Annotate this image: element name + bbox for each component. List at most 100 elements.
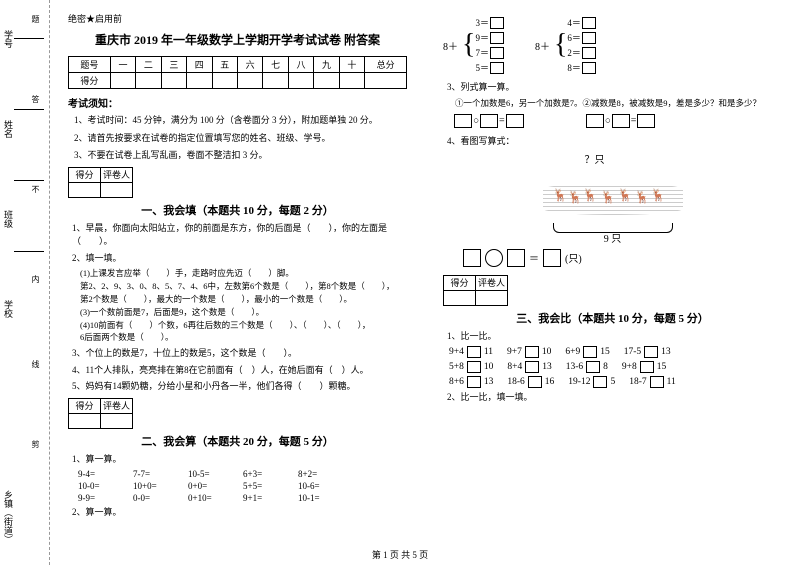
- calc: 6+3=: [243, 469, 298, 479]
- question: 3、个位上的数是7，十位上的数是5，这个数是（ ）。: [72, 347, 407, 361]
- sub-question: (4)10前面有（ ）个数，6再往后数的三个数是（ ）、（ ）、（ ），: [80, 320, 407, 332]
- compare-right: 13: [661, 347, 671, 357]
- answer-box: [490, 47, 504, 59]
- illustration: ？只 🦌 🦌 🦌 🦌 🦌 🦌 🦌 9 只: [543, 153, 683, 233]
- deer-icon: 🦌: [635, 190, 650, 205]
- margin-label-name: 姓名: [2, 120, 15, 138]
- answer-box: [490, 62, 504, 74]
- sub-question: (1)上课发言应举（ ）手，走路时应先迈（ ）脚。: [80, 268, 407, 280]
- compare-item: 18-7 11: [629, 376, 676, 388]
- calc: 10-5=: [188, 469, 243, 479]
- marker-table: 得分评卷人: [68, 167, 133, 198]
- compare-item: 8+613: [449, 376, 493, 388]
- compare-box: [583, 346, 597, 358]
- compare-row: 5+8108+41313-689+815: [449, 361, 782, 373]
- brace-icon: {: [462, 34, 475, 56]
- brace-item: 7＝: [475, 46, 489, 59]
- shape-equation: ＝ (只): [463, 249, 782, 267]
- calc: 9+1=: [243, 493, 298, 503]
- exam-page: 题 学号 答 姓名 不 班级 内 学校 线 剪 乡镇（街道） 绝密★启用前 重庆…: [0, 0, 800, 565]
- compare-item: 8+413: [507, 361, 551, 373]
- compare-right: 13: [484, 377, 494, 387]
- sub-question: 第2个数是（ ），最大的一个数是（ ），最小的一个数是（ ）。: [80, 294, 407, 306]
- margin-label-id: 学号: [2, 30, 15, 48]
- compare-left: 13-6: [566, 362, 583, 372]
- answer-box: [490, 32, 504, 44]
- compare-right: 11: [667, 377, 676, 387]
- binding-margin: 题 学号 答 姓名 不 班级 内 学校 线 剪 乡镇（街道）: [0, 0, 50, 565]
- compare-left: 9+7: [507, 347, 522, 357]
- th: 二: [136, 57, 161, 73]
- compare-item: 9+710: [507, 346, 551, 358]
- right-column: 8＋ { 3＝ 9＝ 7＝ 5＝ 8＋ { 4＝ 6＝ 2＝: [425, 0, 800, 565]
- question: 1、早晨，你面向太阳站立，你的前面是东方，你的后面是（ ），你的左面是（ ）。: [72, 222, 407, 249]
- sub-question: 6后面两个数是（ ）。: [80, 332, 407, 344]
- compare-box: [467, 361, 481, 373]
- compare-item: 9+815: [622, 361, 666, 373]
- answer-box: [490, 17, 504, 29]
- compare-box: [525, 346, 539, 358]
- deer-icon: 🦌: [618, 188, 633, 203]
- answer-box: [582, 32, 596, 44]
- page-footer: 第 1 页 共 5 页: [0, 548, 800, 561]
- calc: 9-4=: [78, 469, 133, 479]
- margin-char: 题: [30, 15, 41, 23]
- margin-char: 线: [30, 360, 41, 368]
- brace-item: 9＝: [475, 31, 489, 44]
- brace-item: 5＝: [475, 61, 489, 74]
- question: 2、填一填。: [72, 252, 407, 266]
- margin-label-town: 乡镇（街道）: [2, 490, 15, 544]
- circle-box: [485, 249, 503, 267]
- compare-item: 18-616: [507, 376, 554, 388]
- th: 三: [161, 57, 186, 73]
- th: 六: [237, 57, 262, 73]
- brace-item: 2＝: [567, 46, 581, 59]
- question: 4、看图写算式：: [447, 135, 782, 149]
- compare-item: 5+810: [449, 361, 493, 373]
- th: 一: [110, 57, 135, 73]
- brace-pair: 8＋ { 3＝ 9＝ 7＝ 5＝ 8＋ { 4＝ 6＝ 2＝: [443, 12, 782, 78]
- calc: 10-6=: [298, 481, 353, 491]
- table-row: 题号 一 二 三 四 五 六 七 八 九 十 总分: [69, 57, 407, 73]
- brace-lead: 8＋: [535, 38, 550, 53]
- sub-question: 第2、2、9、3、0、8、5、7、4、6中，左数第6个数是（ ），第8个数是（ …: [80, 281, 407, 293]
- margin-line: [14, 180, 44, 181]
- compare-item: 6+915: [565, 346, 609, 358]
- question: 2、算一算。: [72, 506, 407, 520]
- th: 十: [339, 57, 364, 73]
- calc: 9-9=: [78, 493, 133, 503]
- compare-left: 18-6: [507, 377, 524, 387]
- compare-box: [640, 361, 654, 373]
- margin-line: [14, 109, 44, 110]
- compare-left: 18-7: [629, 377, 646, 387]
- calc: 5+5=: [243, 481, 298, 491]
- th: 七: [263, 57, 288, 73]
- th: 九: [314, 57, 339, 73]
- question: 3、列式算一算。: [447, 81, 782, 95]
- brace-item: 6＝: [567, 31, 581, 44]
- brace-item: 4＝: [567, 16, 581, 29]
- brace-lead: 8＋: [443, 38, 458, 53]
- sub-question: ①一个加数是6，另一个加数是7。②减数是8，被减数是9，差是多少？和是多少？: [455, 98, 782, 110]
- compare-right: 15: [657, 362, 667, 372]
- brace-group-2: 8＋ { 4＝ 6＝ 2＝ 8＝: [535, 16, 597, 74]
- deer-icon: 🦌: [601, 190, 616, 205]
- compare-left: 8+4: [507, 362, 522, 372]
- section-2-title: 二、我会算（本题共 20 分，每题 5 分）: [68, 433, 407, 449]
- calc: 0+0=: [188, 481, 243, 491]
- compare-right: 5: [610, 377, 615, 387]
- compare-rows: 9+4119+7106+91517-5135+8108+41313-689+81…: [443, 346, 782, 388]
- question: 1、算一算。: [72, 453, 407, 467]
- compare-left: 5+8: [449, 362, 464, 372]
- margin-char: 不: [30, 185, 41, 193]
- compare-left: 9+4: [449, 347, 464, 357]
- content-area: 绝密★启用前 重庆市 2019 年一年级数学上学期开学考试试卷 附答案 题号 一…: [50, 0, 800, 565]
- compare-item: 19-125: [568, 376, 615, 388]
- margin-char: 答: [30, 95, 41, 103]
- brace-item: 8＝: [567, 61, 581, 74]
- marker-table: 得分评卷人: [443, 275, 508, 306]
- th: 五: [212, 57, 237, 73]
- compare-left: 6+9: [565, 347, 580, 357]
- deer-icon: 🦌: [568, 190, 583, 205]
- notice-item: 1、考试时间：45 分钟，满分为 100 分（含卷面分 3 分），附加题单独 2…: [74, 114, 407, 128]
